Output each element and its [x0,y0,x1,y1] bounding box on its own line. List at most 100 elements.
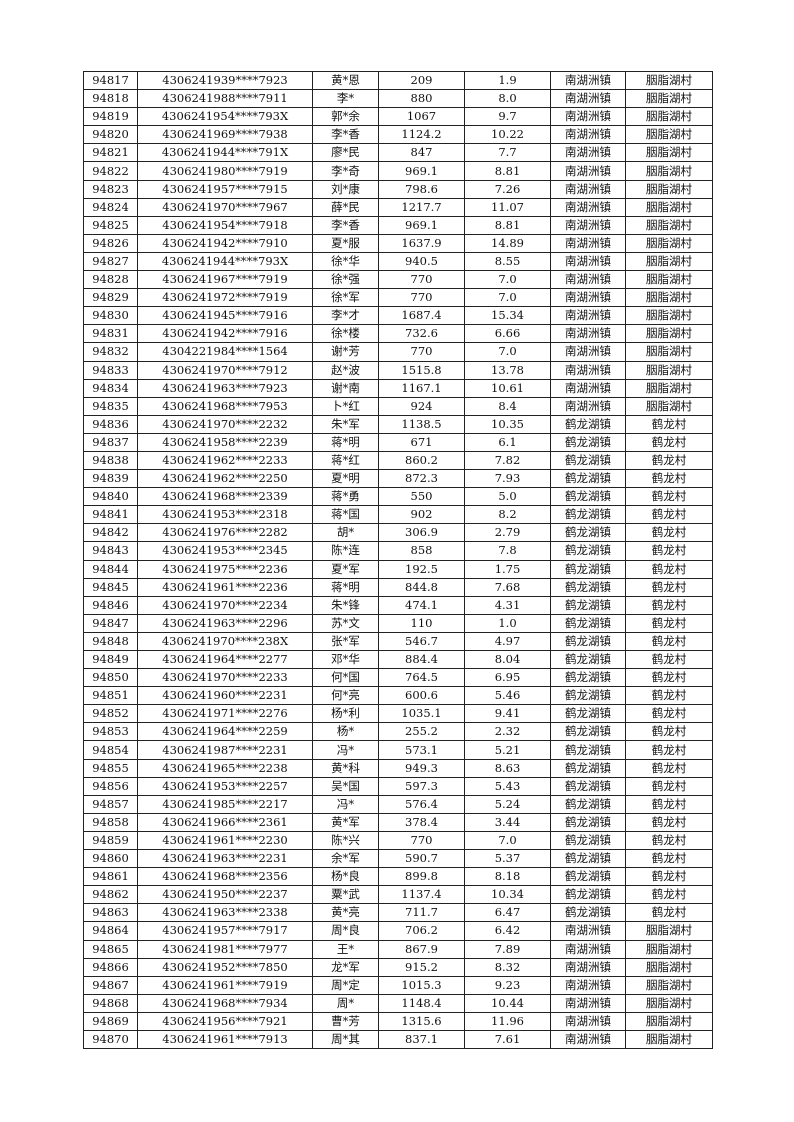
cell-amount: 209 [378,70,465,91]
cell-ratio: 7.93 [464,469,551,489]
cell-name: 郭*余 [312,107,379,127]
cell-amount: 671 [378,432,465,452]
cell-name: 冯* [312,794,379,814]
cell-village: 鹤龙村 [625,776,713,796]
cell-amount: 1217.7 [378,197,465,217]
cell-amount: 378.4 [378,812,465,832]
cell-town: 鹤龙湖镇 [550,487,626,507]
cell-amount: 255.2 [378,722,465,742]
cell-village: 胭脂湖村 [625,107,713,127]
cell-id-number: 4306241971****2276 [137,704,313,724]
cell-id-number: 4306241944****793X [137,251,313,272]
cell-amount: 915.2 [378,957,465,977]
cell-amount: 949.3 [378,758,465,778]
cell-town: 南湖洲镇 [550,70,626,91]
cell-amount: 837.1 [378,1029,465,1050]
cell-row-number: 94825 [83,215,138,235]
cell-town: 鹤龙湖镇 [550,903,626,923]
cell-ratio: 7.0 [464,288,551,308]
cell-village: 鹤龙村 [625,523,713,543]
cell-amount: 1138.5 [378,414,465,434]
table-row: 94817 4306241939****7923 黄*恩 209 1.9 南湖洲镇 胭脂湖村 [83,70,713,91]
cell-village: 鹤龙村 [625,432,713,452]
cell-amount: 1124.2 [378,125,465,145]
table-row: 94821 4306241944****791X 廖*民 847 7.7 南湖洲镇 胭脂湖村 [83,143,713,163]
cell-amount: 770 [378,270,465,290]
cell-ratio: 4.31 [464,595,551,615]
cell-village: 鹤龙村 [625,722,713,742]
cell-name: 黄*亮 [312,903,379,923]
cell-town: 鹤龙湖镇 [550,740,626,760]
cell-name: 夏*服 [312,233,379,253]
cell-ratio: 8.81 [464,161,551,181]
cell-name: 蒋*明 [312,577,379,597]
cell-name: 粟*武 [312,885,379,905]
cell-row-number: 94859 [83,830,138,851]
cell-town: 南湖洲镇 [550,270,626,290]
cell-town: 鹤龙湖镇 [550,577,626,597]
cell-amount: 770 [378,342,465,362]
table-row: 94832 4304221984****1564 谢*芳 770 7.0 南湖洲镇 胭脂湖村 [83,342,713,362]
cell-village: 胭脂湖村 [625,378,713,398]
cell-town: 南湖洲镇 [550,197,626,217]
cell-name: 李*才 [312,306,379,326]
cell-town: 鹤龙湖镇 [550,595,626,615]
table-row: 94828 4306241967****7919 徐*强 770 7.0 南湖洲镇 胭脂湖村 [83,270,713,290]
cell-id-number: 4306241987****2231 [137,740,313,760]
cell-amount: 732.6 [378,324,465,344]
cell-row-number: 94845 [83,577,138,597]
cell-town: 鹤龙湖镇 [550,794,626,814]
cell-name: 朱*军 [312,414,379,434]
cell-amount: 711.7 [378,903,465,923]
cell-amount: 880 [378,89,465,109]
table-row: 94857 4306241985****2217 冯* 576.4 5.24 鹤龙湖镇 鹤龙… [83,794,713,814]
table-row: 94854 4306241987****2231 冯* 573.1 5.21 鹤龙湖镇 鹤龙… [83,740,713,760]
cell-town: 鹤龙湖镇 [550,812,626,832]
cell-id-number: 4306241963****7923 [137,378,313,398]
cell-name: 胡* [312,523,379,543]
cell-amount: 764.5 [378,668,465,688]
table-row: 94829 4306241972****7919 徐*军 770 7.0 南湖洲镇 胭脂湖村 [83,288,713,308]
cell-ratio: 11.07 [464,197,551,217]
cell-row-number: 94867 [83,975,138,995]
table-row: 94850 4306241970****2233 何*国 764.5 6.95 鹤龙湖镇鹤… [83,668,713,688]
cell-amount: 924 [378,396,465,416]
cell-name: 黄*科 [312,758,379,778]
cell-amount: 902 [378,505,465,525]
cell-town: 南湖洲镇 [550,233,626,253]
cell-name: 蒋*勇 [312,487,379,507]
cell-id-number: 4306241963****2338 [137,903,313,923]
cell-village: 胭脂湖村 [625,89,713,109]
cell-ratio: 10.61 [464,378,551,398]
table-row: 94835 4306241968****7953 卜*红 924 8.4 南湖洲镇 胭脂湖村 [83,396,713,416]
cell-village: 鹤龙村 [625,830,713,851]
cell-name: 周*定 [312,975,379,995]
cell-town: 鹤龙湖镇 [550,704,626,724]
cell-village: 鹤龙村 [625,740,713,760]
cell-row-number: 94821 [83,143,138,163]
cell-id-number: 4306241968****2339 [137,487,313,507]
cell-amount: 706.2 [378,921,465,941]
data-table: 94817 4306241939****7923 黄*恩 209 1.9 南湖洲镇 胭脂湖村… [83,70,713,1050]
cell-village: 鹤龙村 [625,487,713,507]
cell-id-number: 4306241980****7919 [137,161,313,181]
cell-row-number: 94854 [83,740,138,760]
cell-town: 鹤龙湖镇 [550,849,626,869]
cell-name: 陈*连 [312,541,379,561]
cell-town: 鹤龙湖镇 [550,432,626,452]
cell-name: 邓*华 [312,649,379,670]
cell-village: 胭脂湖村 [625,396,713,416]
cell-amount: 1137.4 [378,885,465,905]
cell-ratio: 7.0 [464,342,551,362]
cell-ratio: 1.75 [464,559,551,579]
cell-name: 朱*锋 [312,595,379,615]
cell-name: 蒋*明 [312,432,379,452]
cell-town: 鹤龙湖镇 [550,469,626,489]
cell-id-number: 4306241965****2238 [137,758,313,778]
cell-name: 赵*波 [312,360,379,380]
cell-ratio: 6.66 [464,324,551,344]
cell-town: 南湖洲镇 [550,378,626,398]
cell-row-number: 94838 [83,450,138,471]
cell-town: 鹤龙湖镇 [550,776,626,796]
cell-amount: 1067 [378,107,465,127]
